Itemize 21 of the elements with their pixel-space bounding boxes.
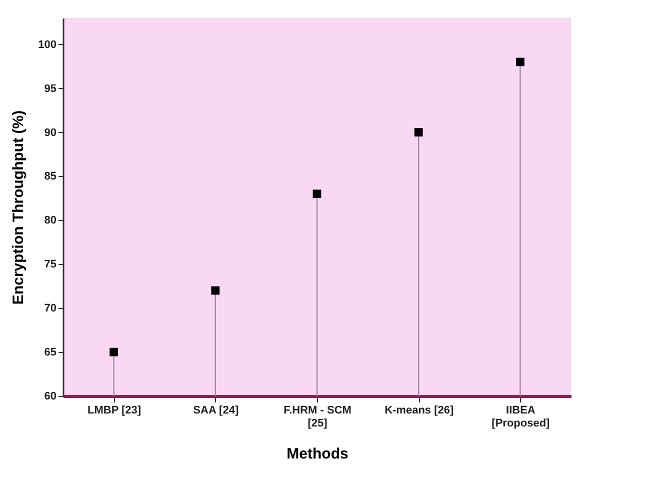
y-tick-label: 95 [44,82,56,95]
x-tick-label: F.HRM - SCM [25] [284,404,352,430]
y-tick-label: 65 [44,346,56,359]
y-tick-label: 85 [44,170,56,183]
y-tick-label: 100 [38,38,56,51]
y-tick-label: 60 [44,390,56,402]
point [516,58,524,66]
x-tick-label: K-means [26] [384,404,454,416]
y-tick-label: 90 [44,126,56,139]
point [110,348,118,356]
point [414,128,423,136]
x-axis-title: Methods [286,446,348,462]
point [312,190,322,198]
x-tick-label: SAA [24] [193,404,239,416]
y-tick-label: 70 [44,302,56,315]
y-tick-label: 80 [44,214,56,227]
x-tick-label: IIBEA [Proposed] [492,404,550,430]
x-tick-label: LMBP [23] [88,404,142,416]
y-tick-label: 75 [44,258,56,271]
y-axis-title: Encryption Throughput (%) [10,110,28,305]
point [211,286,220,295]
